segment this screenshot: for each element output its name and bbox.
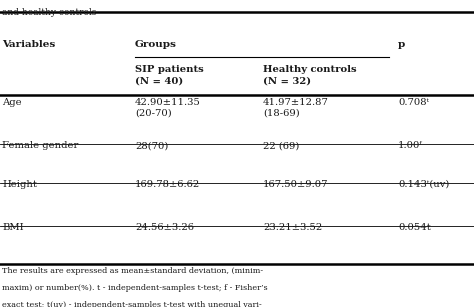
Text: 169.78±6.62: 169.78±6.62 [135, 180, 201, 188]
Text: 1.00ᶠ: 1.00ᶠ [398, 141, 423, 150]
Text: and healthy controls: and healthy controls [2, 8, 97, 17]
Text: 0.143ᵗ(uv): 0.143ᵗ(uv) [398, 180, 449, 188]
Text: 41.97±12.87
(18-69): 41.97±12.87 (18-69) [263, 98, 329, 118]
Text: SIP patients
(N = 40): SIP patients (N = 40) [135, 65, 204, 85]
Text: 167.50±9.07: 167.50±9.07 [263, 180, 328, 188]
Text: 0.054t: 0.054t [398, 223, 431, 231]
Text: exact test; t(uv) - independent-samples t-test with unequal vari-: exact test; t(uv) - independent-samples … [2, 301, 262, 307]
Text: 28(70): 28(70) [135, 141, 168, 150]
Text: BMI: BMI [2, 223, 24, 231]
Text: Female gender: Female gender [2, 141, 79, 150]
Text: Age: Age [2, 98, 22, 107]
Text: Groups: Groups [135, 40, 177, 49]
Text: p: p [398, 40, 405, 49]
Text: 22 (69): 22 (69) [263, 141, 300, 150]
Text: 23.21±3.52: 23.21±3.52 [263, 223, 322, 231]
Text: Height: Height [2, 180, 37, 188]
Text: maxim) or number(%). t - independent-samples t-test; f - Fisher’s: maxim) or number(%). t - independent-sam… [2, 284, 268, 292]
Text: Healthy controls
(N = 32): Healthy controls (N = 32) [263, 65, 357, 85]
Text: Variables: Variables [2, 40, 55, 49]
Text: 24.56±3.26: 24.56±3.26 [135, 223, 194, 231]
Text: 0.708ᵗ: 0.708ᵗ [398, 98, 429, 107]
Text: 42.90±11.35
(20-70): 42.90±11.35 (20-70) [135, 98, 201, 118]
Text: The results are expressed as mean±standard deviation, (minim-: The results are expressed as mean±standa… [2, 267, 264, 275]
